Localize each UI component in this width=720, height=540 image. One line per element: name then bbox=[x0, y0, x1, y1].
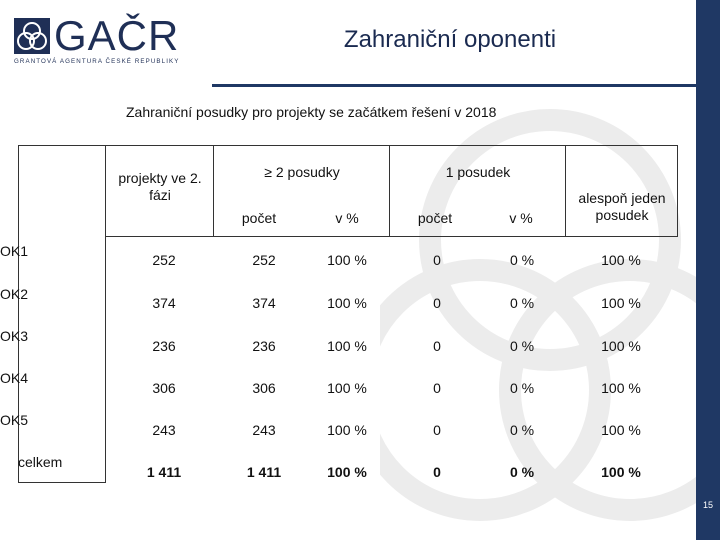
page-number: 15 bbox=[702, 500, 713, 510]
row-label: OK3 bbox=[0, 328, 29, 344]
row-label: OK4 bbox=[0, 370, 29, 386]
header-pct-2: v % bbox=[335, 210, 359, 226]
header-pct-1: v % bbox=[509, 210, 533, 226]
table-cell-p1: 0 % bbox=[509, 422, 535, 438]
row-label: celkem bbox=[18, 454, 63, 470]
watermark-knot bbox=[380, 109, 720, 521]
table-cell-any: 100 % bbox=[601, 295, 641, 311]
title-rule bbox=[212, 84, 696, 87]
table-right-line bbox=[677, 145, 678, 237]
gacr-logo: GAČR GRANTOVÁ AGENTURA ČESKÉ REPUBLIKY bbox=[14, 12, 204, 70]
header-box-group-1 bbox=[390, 145, 566, 237]
table-cell-p2: 100 % bbox=[327, 252, 367, 268]
header-group-2: ≥ 2 posudky bbox=[264, 164, 340, 180]
right-accent-bar bbox=[696, 0, 720, 540]
table-cell-c1: 0 bbox=[433, 380, 441, 396]
table-cell-any: 100 % bbox=[601, 252, 641, 268]
table-cell-projects: 306 bbox=[152, 380, 176, 396]
table-cell-c2: 1 411 bbox=[246, 464, 282, 480]
header-count-2: počet bbox=[241, 210, 277, 226]
header-projects: projekty ve 2. fázi bbox=[118, 170, 202, 203]
header-box-group-2 bbox=[214, 145, 390, 237]
table-cell-p1: 0 % bbox=[509, 464, 535, 480]
table-cell-projects: 236 bbox=[152, 338, 176, 354]
table-cell-projects: 252 bbox=[152, 252, 176, 268]
table-cell-c1: 0 bbox=[433, 338, 441, 354]
table-cell-c2: 374 bbox=[252, 295, 276, 311]
table-cell-p1: 0 % bbox=[509, 338, 535, 354]
table-cell-c1: 0 bbox=[433, 295, 441, 311]
row-label: OK1 bbox=[0, 243, 29, 259]
header-box-projects bbox=[106, 145, 214, 237]
table-cell-projects: 1 411 bbox=[146, 464, 182, 480]
table-cell-p2: 100 % bbox=[327, 422, 367, 438]
table-cell-p1: 0 % bbox=[509, 295, 535, 311]
table-cell-c1: 0 bbox=[433, 422, 441, 438]
logo-subtitle: GRANTOVÁ AGENTURA ČESKÉ REPUBLIKY bbox=[14, 58, 180, 65]
table-cell-c1: 0 bbox=[433, 252, 441, 268]
table-cell-p2: 100 % bbox=[327, 295, 367, 311]
table-cell-projects: 243 bbox=[152, 422, 176, 438]
table-cell-any: 100 % bbox=[601, 422, 641, 438]
table-cell-c2: 243 bbox=[252, 422, 276, 438]
row-label: OK2 bbox=[0, 286, 29, 302]
table-cell-p2: 100 % bbox=[327, 380, 367, 396]
header-box-left bbox=[18, 145, 106, 483]
table-cell-c1: 0 bbox=[433, 464, 441, 480]
table-cell-c2: 236 bbox=[252, 338, 276, 354]
header-group-1: 1 posudek bbox=[445, 164, 511, 180]
table-cell-c2: 306 bbox=[252, 380, 276, 396]
logo-knot-icon bbox=[14, 18, 50, 54]
table-cell-p1: 0 % bbox=[509, 252, 535, 268]
table-cell-any: 100 % bbox=[601, 380, 641, 396]
header-count-1: počet bbox=[417, 210, 453, 226]
table-subtitle: Zahraniční posudky pro projekty se začát… bbox=[126, 104, 497, 120]
table-cell-any: 100 % bbox=[601, 338, 641, 354]
slide-title: Zahraniční oponenti bbox=[343, 26, 557, 53]
header-at-least-one: alespoň jeden posudek bbox=[578, 190, 666, 223]
table-cell-c2: 252 bbox=[252, 252, 276, 268]
table-cell-p1: 0 % bbox=[509, 380, 535, 396]
table-cell-p2: 100 % bbox=[327, 464, 367, 480]
row-label: OK5 bbox=[0, 412, 29, 428]
table-cell-projects: 374 bbox=[152, 295, 176, 311]
table-cell-p2: 100 % bbox=[327, 338, 367, 354]
logo-name: GAČR bbox=[54, 12, 180, 59]
table-cell-any: 100 % bbox=[601, 464, 641, 480]
